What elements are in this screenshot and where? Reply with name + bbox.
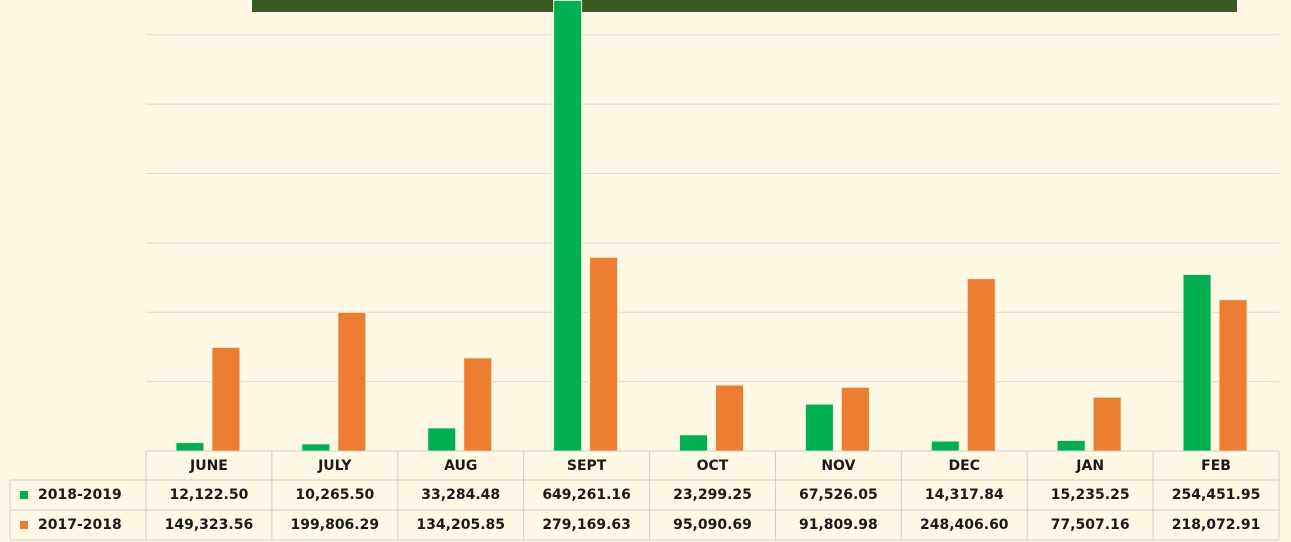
table-value: 77,507.16 xyxy=(1051,517,1130,533)
bar xyxy=(589,256,619,452)
bar xyxy=(679,434,708,452)
header-bar xyxy=(252,0,1237,12)
table-value: 649,261.16 xyxy=(542,487,631,503)
x-tick-label: FEB xyxy=(1201,458,1231,474)
bar xyxy=(1056,439,1086,452)
table-value: 23,299.25 xyxy=(673,487,752,503)
bar xyxy=(175,442,205,452)
table-value: 15,235.25 xyxy=(1051,487,1130,503)
bar xyxy=(553,0,583,452)
bar xyxy=(715,384,744,452)
table-value: 279,169.63 xyxy=(542,517,631,533)
table-value: 95,090.69 xyxy=(673,517,752,533)
x-tick-label: JUNE xyxy=(189,458,228,474)
table-value: 12,122.50 xyxy=(170,487,249,503)
legend-swatch xyxy=(20,491,28,499)
bar xyxy=(427,427,457,452)
x-tick-label: OCT xyxy=(697,458,729,474)
x-tick-label: JAN xyxy=(1075,458,1104,474)
data-table: JUNE JULY AUG SEPT OCT NOV DEC JAN FEB 2018-2019 1… xyxy=(9,450,1280,541)
table-value: 248,406.60 xyxy=(920,517,1009,533)
table-value: 14,317.84 xyxy=(925,487,1004,503)
x-tick-label: SEPT xyxy=(567,458,607,474)
legend-swatch xyxy=(20,521,28,529)
table-value: 134,205.85 xyxy=(416,517,505,533)
bar xyxy=(301,443,331,452)
x-tick-label: AUG xyxy=(444,458,477,474)
bar xyxy=(1182,273,1212,452)
bar xyxy=(930,440,960,452)
bar xyxy=(840,386,870,452)
bar xyxy=(966,278,996,452)
x-tick-label: JULY xyxy=(317,458,352,474)
x-tick-label: NOV xyxy=(821,458,855,474)
bar xyxy=(1218,299,1248,452)
bar xyxy=(211,346,241,452)
legend-label: 2018-2019 xyxy=(38,487,122,503)
table-value: 149,323.56 xyxy=(165,517,254,533)
table-value: 218,072.91 xyxy=(1172,517,1261,533)
bar xyxy=(463,357,493,452)
bar xyxy=(337,311,367,452)
table-value: 254,451.95 xyxy=(1172,487,1261,503)
table-value: 10,265.50 xyxy=(295,487,374,503)
x-tick-label: DEC xyxy=(949,458,980,474)
bar xyxy=(804,403,834,452)
table-value: 67,526.05 xyxy=(799,487,878,503)
plot-area xyxy=(146,0,1279,452)
table-value: 33,284.48 xyxy=(421,487,500,503)
table-value: 91,809.98 xyxy=(799,517,878,533)
bar xyxy=(1092,396,1122,452)
legend-label: 2017-2018 xyxy=(38,517,122,533)
table-value: 199,806.29 xyxy=(291,517,380,533)
